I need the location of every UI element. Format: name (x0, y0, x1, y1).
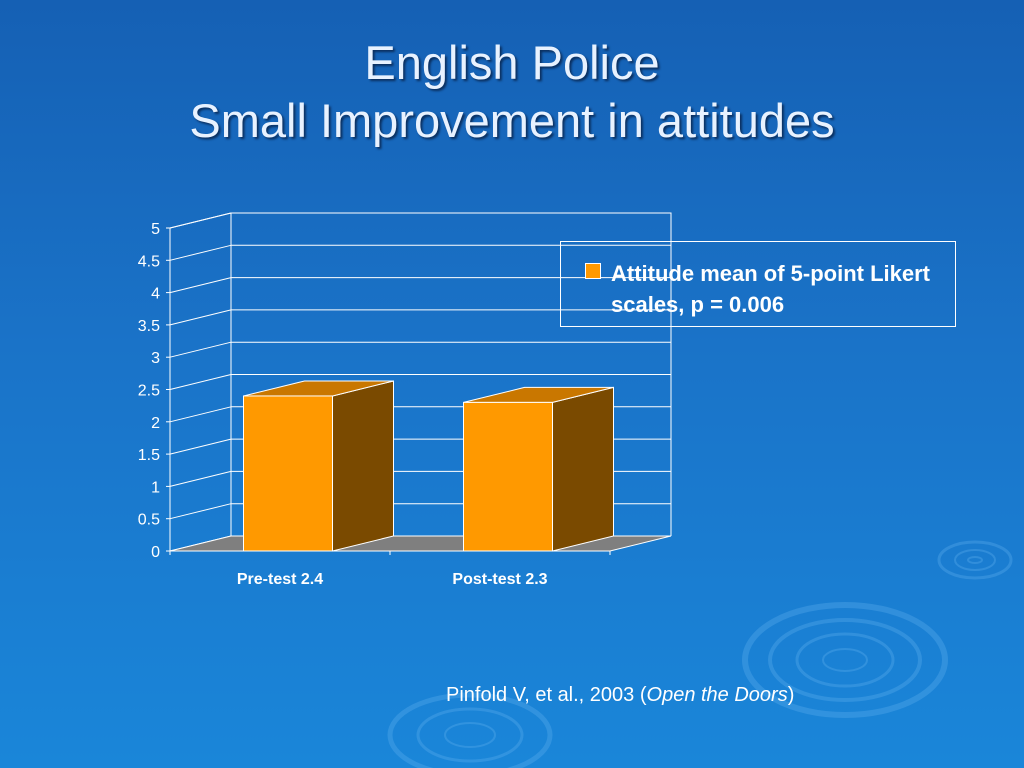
back-wall-frame (230, 212, 672, 536)
y-tick-label: 1 (151, 479, 160, 496)
citation-suffix: ) (787, 684, 795, 706)
gridline-side (169, 438, 232, 455)
x-category-label: Pre-test 2.4 (237, 571, 323, 588)
legend-label: Attitude mean of 5-point Likert scales, … (611, 261, 930, 317)
bar (243, 380, 394, 552)
citation-source-title: Open the Doors (646, 684, 788, 706)
gridline-side (169, 503, 232, 520)
bar-side-face (552, 386, 614, 552)
bar-front-face (243, 395, 333, 552)
y-tick-label: 2 (151, 415, 160, 432)
gridline-side (169, 277, 232, 294)
y-tick-label: 2.5 (138, 383, 160, 400)
bar-front-face (463, 401, 553, 552)
chart-legend: Attitude mean of 5-point Likert scales, … (560, 241, 956, 327)
y-tick-label: 1.5 (138, 447, 160, 464)
gridline-side (169, 341, 232, 358)
side-wall-top-edge (169, 212, 232, 229)
y-tick-label: 5 (151, 221, 160, 238)
y-tick-label: 3 (151, 350, 160, 367)
gridline-side (169, 244, 232, 261)
y-tick-label: 0 (151, 544, 160, 561)
gridline-side (169, 374, 232, 390)
citation: Pinfold V, et al., 2003 (Open the Doors) (446, 684, 794, 707)
x-category-label: Post-test 2.3 (452, 571, 547, 588)
slide-title: English Police Small Improvement in atti… (0, 34, 1024, 150)
gridline-side (169, 309, 232, 326)
gridline-side (169, 406, 232, 423)
title-line-2: Small Improvement in attitudes (189, 94, 835, 147)
y-tick-label: 0.5 (138, 512, 160, 529)
citation-prefix: Pinfold V, et al., 2003 ( (446, 684, 647, 706)
legend-swatch (585, 263, 601, 279)
y-tick-label: 3.5 (138, 318, 160, 335)
bar-side-face (332, 380, 394, 552)
bar (463, 386, 614, 552)
title-line-1: English Police (364, 36, 660, 89)
gridline-side (169, 470, 232, 487)
y-tick-label: 4.5 (138, 253, 160, 270)
y-tick-label: 4 (151, 286, 160, 303)
